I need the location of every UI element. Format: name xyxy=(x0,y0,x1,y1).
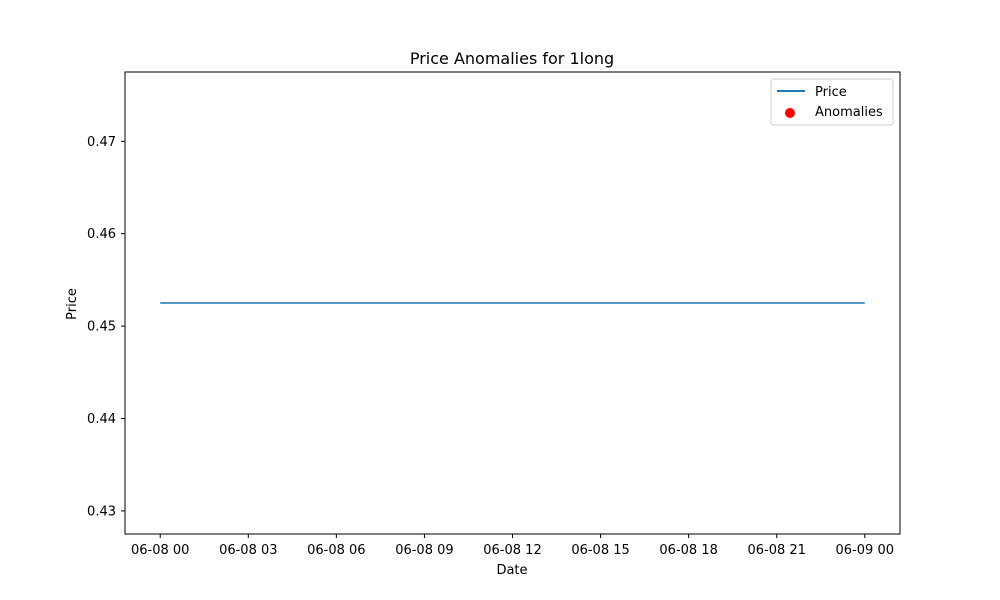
x-axis: 06-08 00 06-08 03 06-08 06 06-08 09 06-08 12… xyxy=(131,534,894,558)
y-tick-label: 0.44 xyxy=(87,412,116,427)
x-tick-label: 06-08 21 xyxy=(747,543,805,558)
y-tick-label: 0.45 xyxy=(87,320,116,335)
y-axis-label: Price xyxy=(65,288,80,320)
x-tick-label: 06-08 06 xyxy=(307,543,365,558)
x-tick-label: 06-08 15 xyxy=(571,543,629,558)
chart-title: Price Anomalies for 1long xyxy=(410,49,614,68)
legend-anomaly-dot-icon xyxy=(785,108,795,118)
x-tick-label: 06-08 09 xyxy=(395,543,453,558)
legend-price-label: Price xyxy=(815,85,847,100)
x-tick-label: 06-08 12 xyxy=(483,543,541,558)
x-tick-label: 06-09 00 xyxy=(836,543,894,558)
y-tick-label: 0.46 xyxy=(87,227,116,242)
x-tick-label: 06-08 03 xyxy=(219,543,277,558)
x-axis-label: Date xyxy=(496,563,527,578)
legend-anomalies-label: Anomalies xyxy=(815,105,883,120)
y-tick-label: 0.43 xyxy=(87,504,116,519)
legend: Price Anomalies xyxy=(770,78,894,126)
y-axis: 0.43 0.44 0.45 0.46 0.47 xyxy=(87,135,125,519)
y-tick-label: 0.47 xyxy=(87,135,116,150)
x-tick-label: 06-08 18 xyxy=(659,543,717,558)
x-tick-label: 06-08 00 xyxy=(131,543,189,558)
